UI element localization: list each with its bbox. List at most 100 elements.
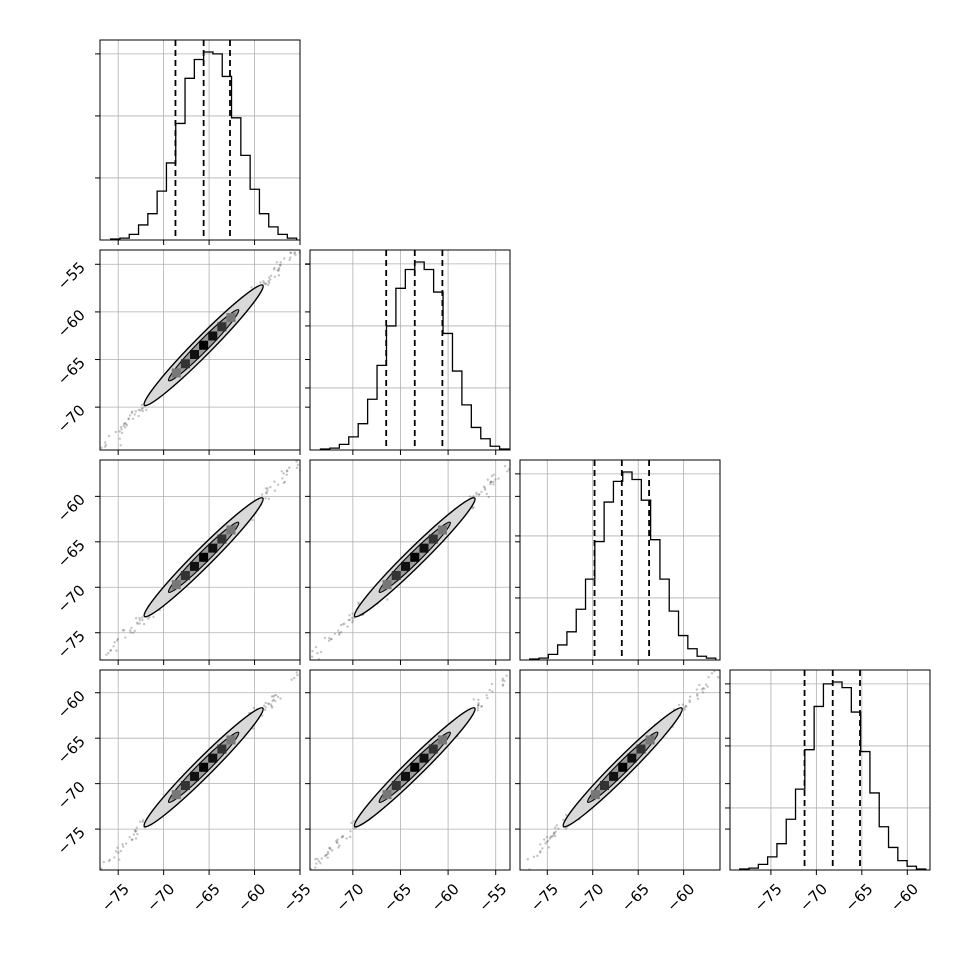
scatter-point: [124, 426, 127, 429]
scatter-point: [701, 687, 705, 690]
scatter-point: [81, 678, 83, 680]
scatter-point: [289, 251, 292, 255]
density-cell: [208, 331, 218, 341]
scatter-point: [300, 674, 302, 676]
scatter-point: [744, 650, 746, 652]
scatter-point: [338, 631, 341, 635]
scatter-point: [716, 676, 720, 679]
x-tick-label: −75: [751, 880, 786, 915]
scatter-point: [274, 699, 277, 703]
scatter-point: [321, 648, 323, 650]
scatter-point: [271, 699, 274, 703]
scatter-point: [124, 842, 128, 845]
scatter-point: [267, 279, 270, 283]
scatter-point: [492, 473, 495, 476]
density-cell: [401, 771, 411, 781]
scatter-point: [269, 703, 273, 706]
scatter-point: [138, 409, 142, 412]
scatter-point: [302, 668, 304, 670]
scatter-point: [107, 434, 111, 438]
scatter-point: [339, 623, 343, 627]
density-cell: [636, 744, 646, 754]
scatter-point: [323, 854, 327, 858]
scatter-point: [346, 625, 349, 628]
scatter-point: [120, 431, 124, 435]
scatter-point: [273, 266, 276, 270]
scatter-point: [121, 843, 124, 846]
scatter-point: [485, 492, 489, 496]
scatter-point: [87, 459, 89, 461]
scatter-point: [745, 643, 747, 645]
scatter-point: [331, 849, 334, 852]
scatter-point: [136, 832, 139, 836]
scatter-point: [549, 836, 552, 839]
scatter-point: [278, 263, 282, 267]
scatter-point: [502, 882, 504, 884]
scatter-point: [477, 703, 480, 707]
x-tick-label: −55: [475, 880, 510, 915]
scatter-point: [326, 645, 328, 647]
scatter-point: [105, 653, 108, 656]
scatter-point: [698, 683, 701, 687]
density-cell: [419, 543, 429, 553]
scatter-point: [314, 645, 318, 649]
scatter-point: [685, 705, 688, 708]
density-cell: [401, 561, 411, 571]
y-tick-label: −65: [54, 536, 89, 571]
scatter-point: [293, 252, 296, 255]
scatter-point: [77, 683, 79, 685]
scatter-point: [348, 618, 351, 622]
scatter-point: [341, 835, 345, 838]
scatter-point: [477, 698, 480, 702]
scatter-point: [702, 687, 706, 690]
scatter-point: [352, 827, 356, 830]
x-tick-label: −60: [663, 880, 698, 915]
x-tick-label: −70: [572, 880, 607, 915]
scatter-point: [475, 493, 478, 496]
scatter-point: [351, 621, 354, 624]
scatter-point: [152, 615, 155, 619]
scatter-point: [547, 846, 551, 849]
scatter-point: [688, 700, 691, 704]
scatter-point: [135, 826, 139, 829]
scatter-point: [135, 621, 139, 624]
scatter-point: [707, 675, 710, 679]
density-cell: [190, 771, 200, 781]
scatter-point: [507, 468, 510, 471]
scatter-point: [315, 862, 318, 865]
scatter-point: [477, 703, 480, 707]
scatter-point: [295, 460, 298, 463]
scatter-point: [122, 422, 126, 426]
scatter-point: [35, 931, 37, 933]
density-cell: [199, 340, 209, 350]
scatter-point: [317, 860, 321, 863]
scatter-point: [553, 832, 556, 835]
scatter-point: [550, 835, 553, 838]
y-tick-label: −60: [54, 306, 89, 341]
scatter-point: [285, 470, 289, 473]
scatter-point: [107, 651, 110, 655]
scatter-point: [341, 835, 344, 838]
scatter-point: [306, 446, 308, 448]
axes-frame: [309, 669, 511, 871]
scatter-point: [138, 622, 141, 625]
scatter-point: [130, 838, 134, 841]
scatter-point: [726, 662, 728, 664]
scatter-point: [274, 693, 278, 697]
scatter-point: [328, 428, 330, 430]
density-cell: [437, 735, 447, 745]
scatter-point: [338, 633, 341, 636]
scatter-point: [286, 469, 289, 472]
scatter-point: [551, 835, 554, 838]
y-tick-label: −55: [54, 258, 89, 293]
scatter-point: [277, 274, 281, 277]
scatter-point: [134, 830, 137, 833]
scatter-point: [516, 460, 518, 462]
scatter-point: [250, 286, 253, 289]
scatter-point: [124, 422, 128, 425]
density-cell: [618, 762, 628, 772]
scatter-point: [552, 831, 556, 834]
density-cell: [171, 790, 181, 800]
scatter-point: [287, 886, 289, 888]
y-tick-label: −65: [54, 354, 89, 389]
